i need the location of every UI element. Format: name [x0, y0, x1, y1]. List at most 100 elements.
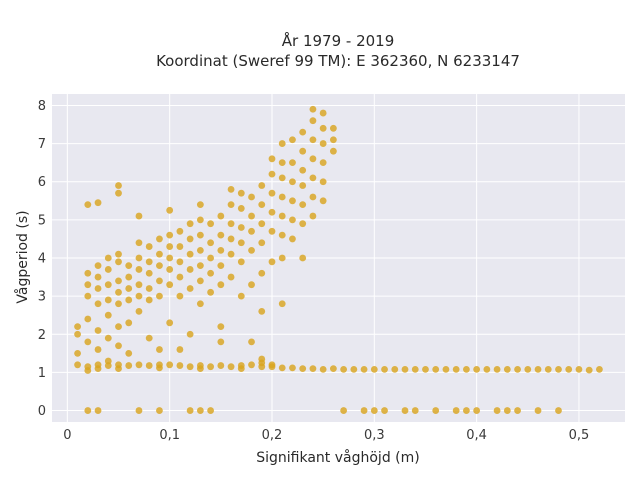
data-point	[227, 363, 235, 371]
data-point	[166, 281, 174, 289]
data-point	[503, 365, 511, 373]
data-point	[186, 235, 194, 243]
data-point	[248, 338, 255, 346]
data-point	[125, 362, 133, 369]
data-point	[135, 361, 143, 369]
data-point	[514, 407, 521, 414]
data-point	[248, 246, 255, 254]
data-point	[84, 201, 92, 209]
data-point	[493, 365, 501, 373]
data-point	[156, 277, 163, 285]
data-point	[227, 185, 235, 193]
data-point	[207, 239, 214, 247]
data-point	[555, 365, 562, 373]
data-point	[84, 292, 92, 300]
data-point	[207, 288, 214, 296]
data-point	[299, 365, 307, 373]
data-point	[125, 262, 133, 270]
y-tick-label: 6	[38, 175, 46, 190]
data-point	[104, 266, 112, 273]
data-point	[248, 212, 255, 220]
data-point	[135, 254, 143, 262]
data-point	[452, 365, 460, 373]
data-point	[94, 327, 102, 334]
data-point	[176, 258, 184, 266]
data-point	[94, 300, 102, 308]
data-point	[207, 269, 214, 277]
data-point	[329, 147, 337, 155]
data-point	[319, 124, 327, 132]
data-point	[156, 346, 163, 353]
data-point	[555, 407, 562, 414]
data-point	[176, 362, 184, 369]
data-point	[360, 407, 368, 414]
data-point	[196, 300, 204, 308]
data-point	[289, 136, 296, 144]
data-point	[196, 365, 204, 373]
data-point	[176, 243, 184, 250]
data-point	[145, 296, 153, 304]
data-point	[217, 338, 225, 346]
data-point	[237, 205, 245, 212]
data-point	[84, 269, 92, 277]
data-point	[299, 220, 307, 228]
data-point	[135, 266, 143, 273]
data-point	[186, 330, 194, 338]
data-point	[381, 407, 388, 414]
data-point	[258, 269, 266, 277]
data-point	[340, 365, 348, 373]
data-point	[411, 407, 419, 414]
data-point	[258, 220, 266, 228]
data-point	[176, 273, 184, 281]
data-point	[135, 281, 143, 289]
data-point	[196, 201, 204, 209]
data-point	[514, 365, 521, 373]
data-point	[319, 178, 327, 186]
data-point	[237, 224, 245, 231]
data-point	[156, 235, 163, 243]
data-point	[74, 330, 81, 338]
data-point	[135, 307, 143, 315]
data-point	[227, 273, 235, 281]
data-point	[166, 361, 174, 369]
data-point	[401, 365, 409, 373]
data-point	[145, 334, 153, 342]
data-point	[156, 292, 163, 300]
data-point	[309, 105, 317, 113]
data-point	[115, 189, 122, 197]
data-point	[309, 136, 317, 144]
data-point	[196, 246, 204, 254]
data-point	[115, 300, 122, 308]
data-point	[207, 363, 214, 371]
data-point	[237, 239, 245, 247]
data-point	[319, 109, 327, 117]
data-point	[125, 319, 133, 327]
data-point	[248, 193, 255, 201]
data-point	[278, 140, 286, 147]
data-point	[94, 285, 102, 292]
data-point	[237, 292, 245, 300]
data-point	[145, 258, 153, 266]
data-point	[278, 212, 286, 220]
data-point	[248, 227, 255, 235]
data-point	[422, 365, 429, 373]
data-point	[176, 292, 184, 300]
data-point	[299, 166, 307, 174]
data-point	[370, 407, 378, 414]
data-point	[156, 407, 163, 414]
y-tick-label: 0	[38, 404, 46, 419]
data-point	[84, 367, 92, 374]
x-axis-title: Signifikant våghöjd (m)	[256, 449, 419, 466]
data-point	[196, 231, 204, 239]
data-point	[186, 407, 194, 414]
data-point	[278, 159, 286, 167]
data-point	[196, 262, 204, 270]
data-point	[309, 365, 317, 373]
data-point	[145, 362, 153, 369]
data-point	[176, 227, 184, 235]
data-point	[104, 254, 112, 262]
data-point	[360, 365, 368, 373]
data-point	[176, 346, 184, 353]
data-point	[166, 243, 174, 250]
